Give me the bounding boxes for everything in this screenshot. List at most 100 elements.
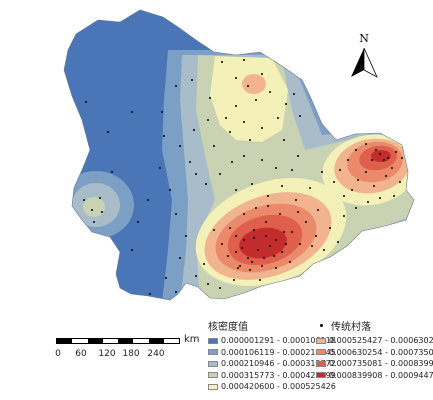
village-point (285, 243, 287, 245)
village-point (281, 251, 283, 253)
village-point (237, 267, 239, 269)
village-point (395, 151, 397, 153)
legend-item-label: 0.000735081 - 0.000839907 (329, 359, 433, 369)
village-point (263, 257, 265, 259)
legend-item-label: 0.000210946 - 0.000315772 (221, 359, 336, 369)
village-point (243, 155, 245, 157)
village-point (225, 117, 227, 119)
village-point (399, 181, 401, 183)
scale-tick: 120 (98, 349, 116, 359)
village-point (351, 189, 353, 191)
village-point (257, 249, 259, 251)
legend-item: 0.000420600 - 0.000525426 (208, 381, 336, 393)
map-legend: 核密度值 传统村落 0.000001291 - 0.000106118 0.00… (204, 318, 433, 400)
village-point (347, 159, 349, 161)
village-point (305, 221, 307, 223)
village-point (321, 171, 323, 173)
village-point (339, 169, 341, 171)
legend-item-label: 0.000106119 - 0.000210945 (221, 347, 336, 357)
village-point (169, 189, 171, 191)
village-point (383, 159, 385, 161)
village-point (317, 209, 319, 211)
legend-item-label: 0.000525427 - 0.000630253 (329, 336, 433, 346)
legend-swatch (316, 337, 326, 344)
village-point (355, 149, 357, 151)
village-point (161, 111, 163, 113)
village-point (255, 99, 257, 101)
density-band (242, 74, 266, 94)
village-point (283, 139, 285, 141)
village-point (101, 211, 103, 213)
village-point (203, 263, 205, 265)
village-point (149, 293, 151, 295)
village-point (295, 199, 297, 201)
legend-item: 0.000525427 - 0.000630253 (316, 335, 433, 347)
village-point (219, 173, 221, 175)
scale-tick: 0 (55, 349, 61, 359)
village-point (253, 229, 255, 231)
village-point (191, 79, 193, 81)
village-point (277, 117, 279, 119)
legend-item: 0.000630254 - 0.000735080 (316, 347, 433, 359)
village-point (251, 183, 253, 185)
region-boundary (63, 9, 415, 301)
village-point (371, 159, 373, 161)
legend-points-entry: 传统村落 (320, 318, 371, 333)
legend-column-left: 0.000001291 - 0.000106118 0.000106119 - … (208, 335, 336, 393)
legend-swatch (208, 337, 218, 344)
village-point (175, 85, 177, 87)
village-point (193, 129, 195, 131)
legend-column-right: 0.000525427 - 0.000630253 0.000630254 - … (316, 335, 433, 381)
village-point (235, 251, 237, 253)
village-point (265, 221, 267, 223)
village-point (261, 265, 263, 267)
density-band (83, 197, 105, 217)
village-point (83, 199, 85, 201)
village-point (379, 197, 381, 199)
village-point (251, 261, 253, 263)
village-point (243, 239, 245, 241)
legend-points-label: 传统村落 (331, 322, 371, 333)
village-point (265, 235, 267, 237)
village-point (259, 279, 261, 281)
village-point (137, 221, 139, 223)
legend-item: 0.000839908 - 0.000944734 (316, 370, 433, 382)
legend-title: 核密度值 (208, 322, 248, 333)
village-point (229, 131, 231, 133)
scale-unit: km (184, 334, 200, 345)
scale-tick: 60 (75, 349, 87, 359)
scale-bar: km 0 60 120 180 240 (52, 334, 222, 364)
village-point (165, 277, 167, 279)
village-point (297, 155, 299, 157)
village-point (279, 213, 281, 215)
village-point (357, 179, 359, 181)
village-point (131, 111, 133, 113)
legend-item-label: 0.000315773 - 0.000420599 (221, 370, 336, 380)
legend-item-label: 0.000420600 - 0.000525426 (221, 382, 336, 392)
scale-bar-graphic (56, 338, 180, 344)
village-point (311, 245, 313, 247)
village-point (175, 291, 177, 293)
village-point (219, 287, 221, 289)
village-point (255, 207, 257, 209)
density-band (210, 56, 288, 142)
village-point (227, 255, 229, 257)
village-point (159, 167, 161, 169)
village-point (243, 59, 245, 61)
village-point (147, 199, 149, 201)
village-point (231, 161, 233, 163)
village-point (379, 153, 381, 155)
village-point (195, 173, 197, 175)
legend-item: 0.000106119 - 0.000210945 (208, 347, 336, 359)
village-point (179, 257, 181, 259)
village-dot-icon (320, 324, 323, 327)
legend-swatch (208, 349, 218, 356)
density-band (239, 227, 287, 259)
village-point (213, 229, 215, 231)
village-point (329, 227, 331, 229)
village-point (315, 235, 317, 237)
village-point (401, 157, 403, 159)
village-point (185, 235, 187, 237)
north-arrow: N (351, 32, 378, 78)
